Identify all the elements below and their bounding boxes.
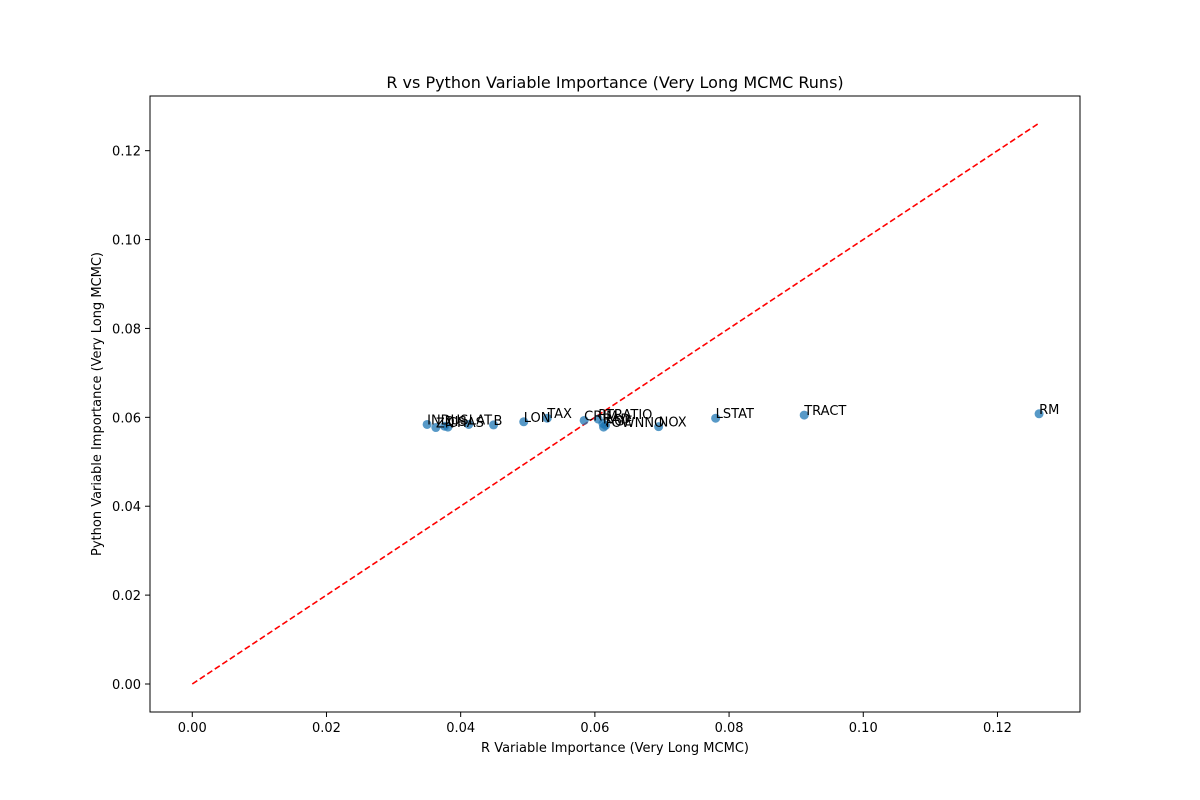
data-point (464, 419, 474, 429)
x-tick-label: 0.00 (178, 721, 207, 736)
data-point (489, 420, 499, 430)
x-tick-label: 0.06 (580, 721, 609, 736)
data-point (579, 415, 589, 425)
data-point (654, 422, 664, 432)
point-label: RAD (603, 413, 630, 428)
data-point (443, 422, 453, 432)
point-label: LSTAT (716, 407, 754, 422)
point-label: CHAS (448, 416, 484, 431)
point-label: B (494, 414, 503, 429)
point-label: CRIM (584, 409, 617, 424)
x-tick-label: 0.08 (715, 721, 744, 736)
y-tick-label: 0.02 (112, 589, 141, 604)
reference-line (191, 123, 1039, 685)
point-label: ZN (436, 417, 455, 432)
data-point (599, 422, 609, 432)
y-tick-label: 0.10 (112, 234, 141, 249)
y-axis-title: Python Variable Importance (Very Long MC… (90, 252, 105, 556)
data-point (422, 419, 432, 429)
point-label: TOWNNO (603, 416, 665, 431)
data-point (519, 417, 529, 427)
x-tick-label: 0.10 (849, 721, 878, 736)
y-tick-label: 0.08 (112, 322, 141, 337)
y-tick-label: 0.04 (112, 500, 141, 515)
data-point (799, 410, 809, 420)
point-label: INDUS (427, 413, 468, 428)
point-label: AGE (606, 414, 633, 429)
x-tick-label: 0.04 (446, 721, 475, 736)
y-tick-label: 0.00 (112, 678, 141, 693)
data-point (1034, 409, 1044, 419)
point-label: TRACT (803, 404, 846, 419)
y-tick-label: 0.06 (112, 411, 141, 426)
plot-frame (149, 95, 1081, 713)
chart-title: R vs Python Variable Importance (Very Lo… (386, 73, 843, 92)
point-label: NOX (659, 416, 687, 431)
x-tick-label: 0.12 (983, 721, 1012, 736)
point-label: LON (524, 411, 551, 426)
point-label: TAX (546, 407, 572, 422)
x-axis-title: R Variable Importance (Very Long MCMC) (481, 741, 749, 756)
point-label: LAT (469, 413, 492, 428)
data-point (542, 413, 552, 423)
y-tick-label: 0.12 (112, 145, 141, 160)
point-label: PTRATIO (598, 408, 652, 423)
data-point (431, 423, 441, 433)
point-label: DIS (445, 415, 467, 430)
point-label: RM (1039, 403, 1059, 418)
x-tick-label: 0.02 (312, 721, 341, 736)
data-point (711, 413, 721, 423)
